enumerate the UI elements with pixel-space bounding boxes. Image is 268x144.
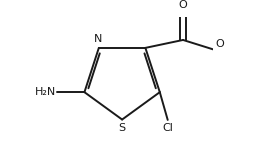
Text: O: O bbox=[216, 39, 225, 49]
Text: O: O bbox=[179, 0, 187, 10]
Text: S: S bbox=[118, 123, 126, 133]
Text: H₂N: H₂N bbox=[35, 87, 56, 97]
Text: N: N bbox=[94, 34, 102, 44]
Text: Cl: Cl bbox=[162, 123, 173, 133]
